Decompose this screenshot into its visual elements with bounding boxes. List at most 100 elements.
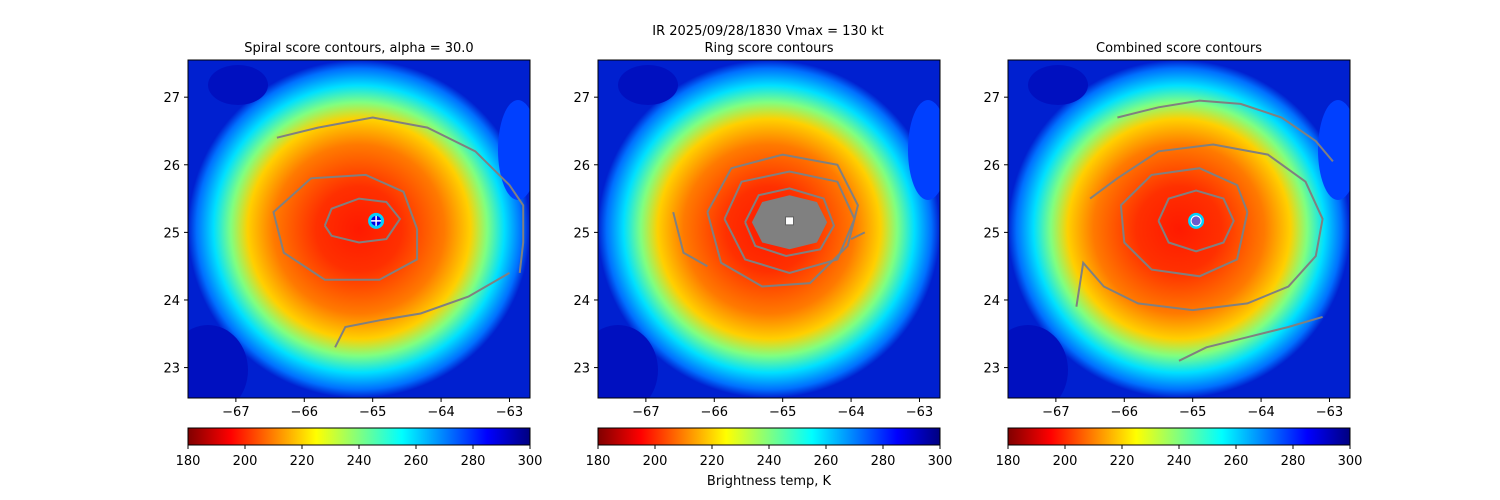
x-tick-label: −63 <box>906 405 933 420</box>
colorbar-gradient <box>1007 427 1351 446</box>
y-tick-label: 25 <box>163 226 180 241</box>
contour-line <box>1075 143 1324 312</box>
x-tick-label: −64 <box>837 405 864 420</box>
heatmap <box>1008 60 1350 398</box>
axes-frame <box>187 59 531 399</box>
colorbar-tick-label: 200 <box>233 454 258 469</box>
y-tick-label: 23 <box>983 362 1000 377</box>
panel-2: Ring score contours −67 −66 −65 −64 −63 23 24 25… <box>573 41 941 420</box>
contour-line <box>276 116 525 274</box>
x-tick-label: −66 <box>701 405 728 420</box>
cold-cloud <box>1028 65 1088 105</box>
suptitle: IR 2025/09/28/1830 Vmax = 130 kt <box>652 24 883 39</box>
colorbar-3: 180 200 220 240 260 280 300 <box>996 427 1363 469</box>
colorbar-tick-label: 180 <box>996 454 1021 469</box>
axes-frame <box>1007 59 1351 399</box>
x-tick-label: −67 <box>632 405 659 420</box>
x-tick-label: −65 <box>769 405 796 420</box>
panel-1: Spiral score contours, alpha = 30.0 −67 −6… <box>163 41 531 420</box>
axes-frame <box>597 59 941 399</box>
contour-line <box>1119 167 1249 278</box>
y-tick-label: 24 <box>163 294 180 309</box>
y-tick-label: 23 <box>573 362 590 377</box>
colorbar-tick-label: 260 <box>404 454 429 469</box>
colorbar-2: 180 200 220 240 260 280 300 <box>586 427 953 469</box>
colorbar-tick-label: 180 <box>586 454 611 469</box>
colorbar-tick-label: 280 <box>461 454 486 469</box>
x-tick-label: −66 <box>1111 405 1138 420</box>
contours <box>1075 99 1334 362</box>
panel-3: Combined score contours −67 −66 −65 −64 −63 23… <box>983 41 1351 420</box>
colorbar-tick-label: 280 <box>1281 454 1306 469</box>
x-tick-label: −65 <box>1179 405 1206 420</box>
contour-line <box>323 197 402 244</box>
y-tick-label: 24 <box>983 294 1000 309</box>
colorbar-tick-label: 220 <box>290 454 315 469</box>
center-marker-plus <box>371 215 382 226</box>
contour-line <box>744 187 836 258</box>
y-tick-label: 25 <box>983 226 1000 241</box>
contour-line <box>706 153 859 288</box>
y-tick-label: 26 <box>983 159 1000 174</box>
storm-field <box>188 60 530 398</box>
colorbar-tick-label: 180 <box>176 454 201 469</box>
panel-title: Spiral score contours, alpha = 30.0 <box>244 41 473 56</box>
center-marker-circle <box>1190 215 1202 227</box>
cold-cloud <box>188 325 248 398</box>
heatmap <box>188 60 530 398</box>
cold-cloud <box>1008 325 1068 398</box>
x-tick-label: −65 <box>359 405 386 420</box>
colorbar-tick-label: 240 <box>1167 454 1192 469</box>
center-marker-square <box>785 216 795 226</box>
y-tick-label: 27 <box>573 91 590 106</box>
contour-line <box>1178 315 1323 362</box>
cold-cloud <box>598 325 658 398</box>
colorbar-tick-label: 280 <box>871 454 896 469</box>
contour-line <box>850 231 866 240</box>
x-tick-label: −64 <box>427 405 454 420</box>
panel-title: Combined score contours <box>1096 41 1262 56</box>
y-tick-label: 26 <box>163 159 180 174</box>
x-tick-label: −64 <box>1247 405 1274 420</box>
colorbar-tick-label: 300 <box>518 454 543 469</box>
x-tick-label: −67 <box>222 405 249 420</box>
colorbar-tick-label: 260 <box>1224 454 1249 469</box>
colorbar-tick-label: 200 <box>1053 454 1078 469</box>
y-tick-label: 27 <box>983 91 1000 106</box>
colorbar-label: Brightness temp, K <box>707 474 832 489</box>
colorbar-tick-label: 300 <box>1338 454 1363 469</box>
contour-line <box>1117 99 1334 163</box>
y-tick-label: 26 <box>573 159 590 174</box>
x-tick-label: −63 <box>496 405 523 420</box>
colorbar-tick-label: 240 <box>757 454 782 469</box>
colorbar-tick-label: 300 <box>928 454 953 469</box>
heatmap <box>598 60 940 398</box>
colorbar-gradient <box>597 427 941 446</box>
panel-title: Ring score contours <box>704 41 833 56</box>
colorbar-tick-label: 240 <box>347 454 372 469</box>
contour-line <box>334 272 510 348</box>
y-tick-label: 27 <box>163 91 180 106</box>
contour-line <box>272 173 419 281</box>
colorbar-tick-label: 220 <box>1110 454 1135 469</box>
y-tick-label: 23 <box>163 362 180 377</box>
x-tick-label: −67 <box>1042 405 1069 420</box>
colorbar-tick-label: 220 <box>700 454 725 469</box>
cold-cloud <box>1318 100 1350 200</box>
colorbar-1: 180 200 220 240 260 280 300 <box>176 427 543 469</box>
cold-cloud <box>908 100 940 200</box>
contour-line <box>672 211 708 268</box>
storm-field <box>1008 60 1350 398</box>
colorbar-tick-label: 200 <box>643 454 668 469</box>
cold-cloud <box>498 100 530 200</box>
x-tick-label: −66 <box>291 405 318 420</box>
x-tick-label: −63 <box>1316 405 1343 420</box>
colorbar-gradient <box>187 427 531 446</box>
y-tick-label: 24 <box>573 294 590 309</box>
contours <box>272 116 525 348</box>
y-tick-label: 25 <box>573 226 590 241</box>
colorbar-tick-label: 260 <box>814 454 839 469</box>
cold-cloud <box>208 65 268 105</box>
contour-line <box>1157 189 1235 253</box>
